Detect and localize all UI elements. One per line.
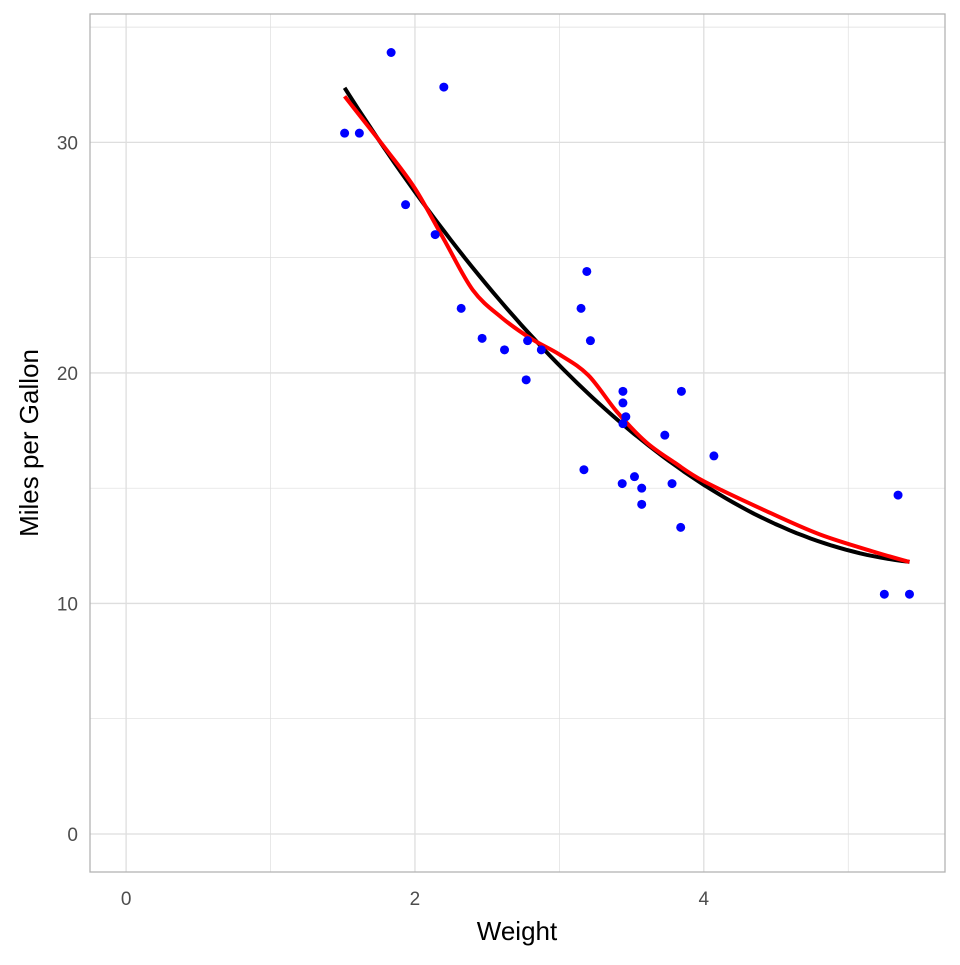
- x-tick-label: 2: [410, 889, 421, 910]
- data-point: [637, 499, 647, 509]
- data-point: [585, 336, 595, 346]
- x-tick-label: 0: [121, 889, 132, 910]
- data-point: [621, 412, 631, 422]
- data-point: [354, 128, 364, 138]
- data-point: [456, 303, 466, 313]
- fit-lines: [342, 86, 911, 564]
- data-point: [904, 589, 914, 599]
- data-point: [709, 451, 719, 461]
- data-point: [500, 345, 510, 355]
- x-axis-label: Weight: [477, 916, 558, 946]
- data-point: [660, 430, 670, 440]
- data-point: [521, 375, 531, 385]
- data-point: [536, 345, 546, 355]
- data-point: [676, 386, 686, 396]
- data-point: [579, 465, 589, 475]
- y-tick-label: 20: [57, 364, 78, 385]
- y-tick-label: 10: [57, 594, 78, 615]
- y-axis-label: Miles per Gallon: [14, 349, 44, 537]
- y-tick-labels: 0 10 20 30: [57, 133, 78, 846]
- data-point: [340, 128, 350, 138]
- data-point: [879, 589, 889, 599]
- panel-border: [89, 13, 946, 873]
- data-point: [637, 483, 647, 493]
- data-point: [667, 479, 677, 489]
- data-point: [439, 82, 449, 92]
- data-point: [618, 398, 628, 408]
- data-point: [477, 333, 487, 343]
- x-tick-label: 4: [699, 889, 710, 910]
- data-point: [582, 266, 592, 276]
- y-tick-label: 30: [57, 133, 78, 154]
- data-point: [618, 386, 628, 396]
- data-point: [676, 522, 686, 532]
- data-points: [340, 47, 914, 599]
- grid: [90, 14, 945, 872]
- data-point: [617, 479, 627, 489]
- data-point: [523, 336, 533, 346]
- quadratic-fit-line: [342, 86, 910, 564]
- data-point: [629, 472, 639, 482]
- loess-fit-line: [343, 95, 911, 564]
- data-point: [386, 47, 396, 57]
- data-point: [618, 419, 628, 429]
- x-tick-labels: 0 2 4: [121, 889, 710, 910]
- data-point: [576, 303, 586, 313]
- data-point: [430, 230, 440, 240]
- data-point: [893, 490, 903, 500]
- data-point: [401, 200, 411, 210]
- y-tick-label: 0: [67, 825, 78, 846]
